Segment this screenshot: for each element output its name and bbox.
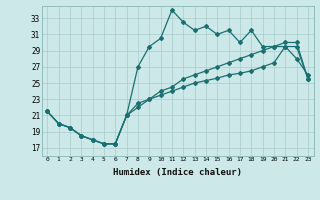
X-axis label: Humidex (Indice chaleur): Humidex (Indice chaleur)	[113, 168, 242, 177]
